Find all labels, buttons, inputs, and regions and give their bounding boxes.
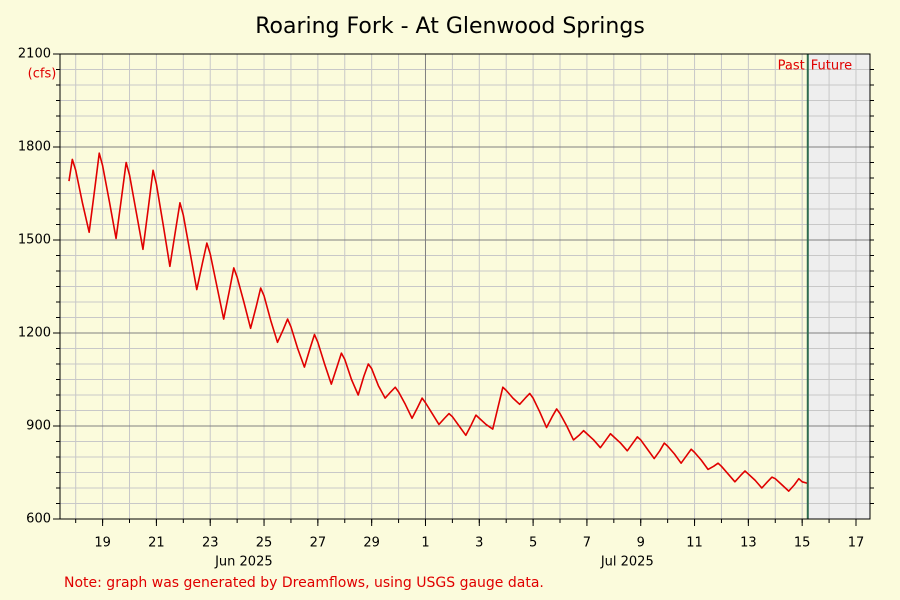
- x-tick-label: 11: [686, 536, 703, 551]
- month-label: Jun 2025: [214, 555, 273, 570]
- x-tick-label: 9: [637, 536, 645, 551]
- x-tick-label: 19: [94, 536, 111, 551]
- plot-border: [59, 53, 871, 520]
- x-tick-label: 3: [475, 536, 483, 551]
- x-tick-label: 27: [310, 536, 327, 551]
- month-label: Jul 2025: [600, 555, 654, 570]
- flow-line: [68, 152, 808, 492]
- x-tick-label: 5: [529, 536, 537, 551]
- y-tick-label: 1500: [18, 233, 51, 248]
- x-tick-label: 25: [256, 536, 273, 551]
- y-tick-label: 1800: [18, 140, 51, 155]
- past-label: Past: [778, 59, 805, 74]
- y-tick-label: 900: [26, 419, 51, 434]
- x-tick-label: 1: [421, 536, 429, 551]
- y-tick-label: 600: [26, 512, 51, 527]
- x-tick-label: 29: [363, 536, 380, 551]
- x-tick-label: 13: [740, 536, 757, 551]
- future-label: Future: [811, 59, 852, 74]
- y-unit: (cfs): [28, 67, 57, 82]
- note: Note: graph was generated by Dreamflows,…: [64, 575, 544, 591]
- chart-title: Roaring Fork - At Glenwood Springs: [255, 14, 645, 39]
- x-tick-label: 21: [148, 536, 165, 551]
- x-tick-label: 7: [583, 536, 591, 551]
- x-tick-label: 23: [202, 536, 219, 551]
- x-tick-label: 17: [848, 536, 865, 551]
- x-tick-label: 15: [794, 536, 811, 551]
- y-tick-label: 2100: [18, 47, 51, 62]
- y-tick-label: 1200: [18, 326, 51, 341]
